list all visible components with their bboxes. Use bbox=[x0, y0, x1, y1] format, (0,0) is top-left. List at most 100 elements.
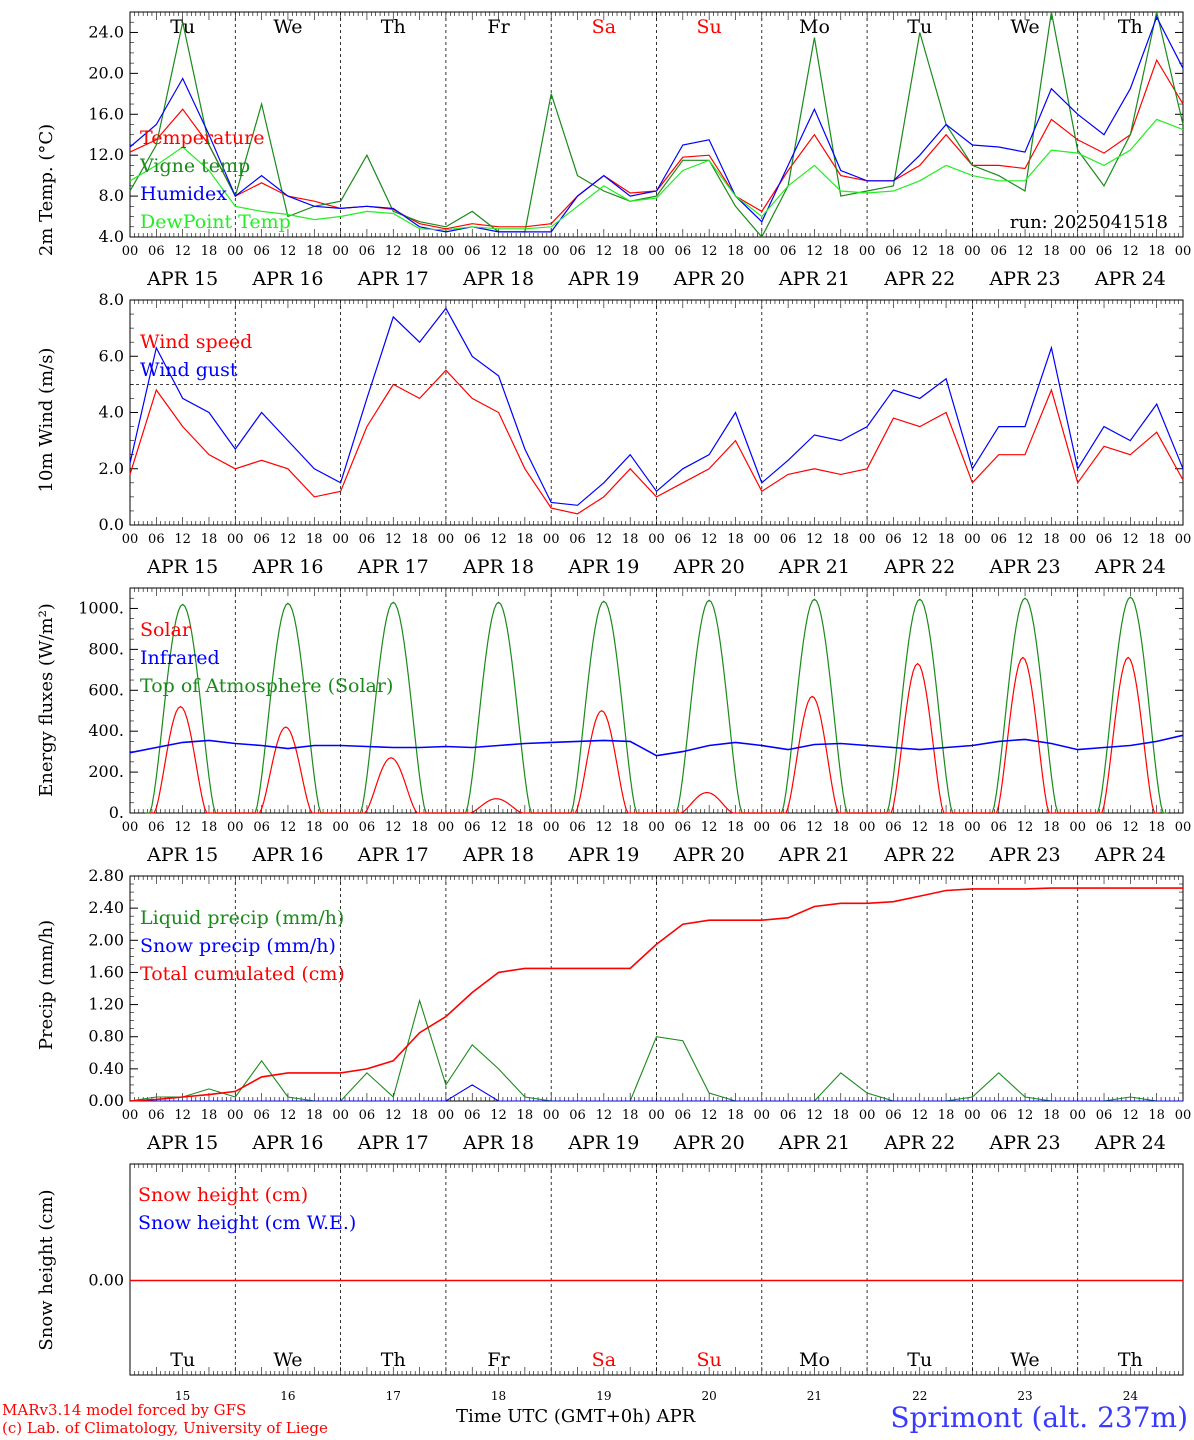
y-tick-label: 0.0 bbox=[99, 515, 124, 534]
y-tick-label: 800. bbox=[88, 639, 124, 658]
hour-label: 18 bbox=[1148, 532, 1165, 547]
hour-label: 18 bbox=[938, 532, 955, 547]
hour-label: 12 bbox=[596, 532, 613, 547]
hour-label: 00 bbox=[122, 1108, 139, 1123]
hour-label: 12 bbox=[701, 1108, 718, 1123]
hour-label: 00 bbox=[543, 820, 560, 835]
date-label: APR 16 bbox=[251, 1132, 323, 1154]
day-number-label: 16 bbox=[280, 1389, 295, 1403]
hour-label: 18 bbox=[411, 244, 428, 259]
day-number-label: 17 bbox=[386, 1389, 401, 1403]
hour-label: 18 bbox=[201, 820, 218, 835]
hour-label: 06 bbox=[780, 820, 797, 835]
hour-label: 12 bbox=[1017, 244, 1034, 259]
hour-label: 12 bbox=[490, 820, 507, 835]
date-label: APR 19 bbox=[567, 844, 639, 866]
legend-entry: Wind gust bbox=[140, 359, 238, 381]
date-label: APR 23 bbox=[989, 1132, 1061, 1154]
weekday-label: Mo bbox=[799, 1349, 830, 1371]
hour-label: 06 bbox=[1096, 532, 1113, 547]
day-number-label: 18 bbox=[491, 1389, 506, 1403]
hour-label: 00 bbox=[438, 244, 455, 259]
hour-label: 00 bbox=[1175, 1108, 1192, 1123]
hour-label: 06 bbox=[569, 820, 586, 835]
legend-entry: Humidex bbox=[140, 183, 227, 205]
hour-label: 00 bbox=[1069, 820, 1086, 835]
hour-label: 18 bbox=[622, 1108, 639, 1123]
hour-label: 12 bbox=[280, 244, 297, 259]
y-tick-label: 1.60 bbox=[88, 962, 124, 981]
model-credit: MARv3.14 model forced by GFS bbox=[2, 1401, 247, 1419]
hour-label: 18 bbox=[201, 244, 218, 259]
y-tick-label: 24.0 bbox=[88, 22, 124, 41]
date-label: APR 15 bbox=[146, 1132, 218, 1154]
weekday-label: Mo bbox=[799, 16, 830, 38]
hour-label: 12 bbox=[701, 244, 718, 259]
hour-label: 12 bbox=[385, 820, 402, 835]
hour-label: 06 bbox=[990, 1108, 1007, 1123]
weekday-label: Fr bbox=[487, 16, 510, 38]
legend-entry: Solar bbox=[140, 619, 192, 641]
y-tick-label: 2.0 bbox=[99, 459, 124, 478]
hour-label: 18 bbox=[306, 532, 323, 547]
hour-label: 18 bbox=[727, 244, 744, 259]
date-label: APR 18 bbox=[462, 844, 534, 866]
date-label: APR 21 bbox=[778, 844, 850, 866]
date-label: APR 20 bbox=[673, 268, 745, 290]
panel-5: 0.00 Snow height (cm) Snow height (cm) Snow… bbox=[36, 1163, 1184, 1403]
station-name: Sprimont (alt. 237m) bbox=[890, 1401, 1188, 1434]
hour-label: 18 bbox=[306, 1108, 323, 1123]
y-tick-label: 200. bbox=[88, 762, 124, 781]
weekday-label: Th bbox=[381, 1349, 406, 1371]
hour-label: 06 bbox=[359, 1108, 376, 1123]
y-axis-label: 2m Temp. (°C) bbox=[36, 124, 57, 256]
weekday-label: We bbox=[1010, 16, 1039, 38]
hour-label: 12 bbox=[596, 820, 613, 835]
hour-label: 00 bbox=[332, 820, 349, 835]
hour-label: 12 bbox=[911, 532, 928, 547]
date-label: APR 19 bbox=[567, 1132, 639, 1154]
day-number-label: 24 bbox=[1123, 1389, 1139, 1403]
date-label: APR 17 bbox=[357, 268, 429, 290]
hour-label: 06 bbox=[885, 244, 902, 259]
hour-label: 18 bbox=[938, 244, 955, 259]
legend-entry: Liquid precip (mm/h) bbox=[140, 907, 344, 929]
hour-label: 18 bbox=[306, 244, 323, 259]
hour-label: 00 bbox=[754, 244, 771, 259]
hour-label: 18 bbox=[1043, 1108, 1060, 1123]
hour-label: 00 bbox=[332, 532, 349, 547]
hour-label: 00 bbox=[859, 1108, 876, 1123]
panel-4: 0.00 0.40 0.80 1.20 1.60 2.00 2.40 2.80 Precip (… bbox=[36, 866, 1191, 1154]
date-label: APR 24 bbox=[1094, 556, 1166, 578]
hour-label: 00 bbox=[648, 1108, 665, 1123]
hour-label: 06 bbox=[148, 820, 165, 835]
hour-label: 00 bbox=[1069, 532, 1086, 547]
hour-label: 06 bbox=[359, 532, 376, 547]
legend-entry: Top of Atmosphere (Solar) bbox=[140, 675, 393, 697]
hour-label: 00 bbox=[1069, 1108, 1086, 1123]
hour-label: 18 bbox=[411, 820, 428, 835]
hour-label: 12 bbox=[1122, 244, 1139, 259]
hour-label: 18 bbox=[833, 820, 850, 835]
weekday-label: Sa bbox=[592, 16, 616, 38]
hour-label: 00 bbox=[122, 820, 139, 835]
hour-label: 00 bbox=[1175, 244, 1192, 259]
weekday-label: We bbox=[273, 1349, 302, 1371]
hour-label: 00 bbox=[543, 532, 560, 547]
hour-label: 00 bbox=[438, 532, 455, 547]
hour-label: 12 bbox=[174, 244, 191, 259]
y-tick-label: 600. bbox=[88, 680, 124, 699]
day-number-label: 15 bbox=[175, 1389, 190, 1403]
date-label: APR 22 bbox=[883, 1132, 955, 1154]
hour-label: 12 bbox=[1017, 820, 1034, 835]
date-label: APR 24 bbox=[1094, 1132, 1166, 1154]
legend-entry: Snow height (cm W.E.) bbox=[138, 1212, 356, 1234]
hour-label: 12 bbox=[596, 1108, 613, 1123]
y-tick-label: 0. bbox=[109, 803, 124, 822]
hour-label: 18 bbox=[411, 1108, 428, 1123]
date-label: APR 16 bbox=[251, 844, 323, 866]
hour-label: 06 bbox=[780, 532, 797, 547]
y-axis-label: 10m Wind (m/s) bbox=[36, 348, 57, 493]
hour-label: 00 bbox=[1175, 532, 1192, 547]
y-tick-label: 0.40 bbox=[88, 1059, 124, 1078]
